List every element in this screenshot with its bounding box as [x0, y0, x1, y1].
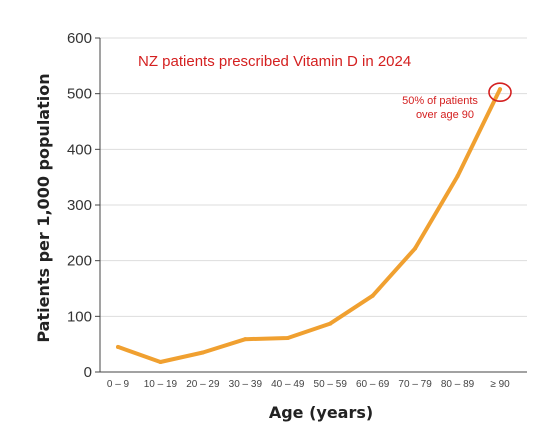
data-point: [370, 293, 375, 298]
y-tick-label: 300: [67, 197, 92, 214]
series-line: [116, 87, 502, 364]
x-tick-label: 50 – 59: [314, 379, 348, 390]
data-point: [328, 321, 333, 326]
y-tick-label: 0: [84, 364, 92, 381]
x-tick-label: 40 – 49: [271, 379, 305, 390]
data-point: [498, 87, 502, 92]
annotation-line-1: 50% of patients: [402, 95, 478, 107]
y-tick-label: 100: [67, 308, 92, 325]
data-point: [285, 336, 290, 341]
x-axis-title: Age (years): [269, 403, 373, 422]
annotation: 50% of patients over age 90: [402, 82, 512, 121]
gridlines: [100, 37, 527, 317]
x-tick-label: 60 – 69: [356, 379, 390, 390]
series-layer: [116, 87, 502, 364]
y-tick-label: 600: [67, 30, 92, 47]
chart-title: NZ patients prescribed Vitamin D in 2024: [138, 53, 411, 70]
y-axis-title: Patients per 1,000 population: [34, 73, 53, 342]
data-point: [200, 350, 205, 355]
axes: [95, 37, 527, 373]
x-tick-label: 30 – 39: [229, 379, 263, 390]
x-tick-label: 20 – 29: [186, 379, 220, 390]
y-tick-label: 200: [67, 253, 92, 270]
annotation-circle: [488, 82, 512, 103]
data-point: [116, 344, 120, 349]
data-point: [158, 359, 163, 364]
y-tick-label: 500: [67, 86, 92, 103]
annotation-line-2: over age 90: [416, 109, 474, 121]
y-tick-label: 400: [67, 141, 92, 158]
x-tick-label: 70 – 79: [398, 379, 432, 390]
x-tick-label: 0 – 9: [107, 379, 130, 390]
y-tick-labels: 0 100 200 300 400 500 600: [67, 30, 92, 381]
x-tick-labels: 0 – 9 10 – 19 20 – 29 30 – 39 40 – 49 50 – 59…: [107, 379, 510, 390]
x-tick-label: ≥ 90: [490, 379, 510, 390]
data-point: [413, 246, 418, 251]
data-point: [243, 337, 248, 342]
x-tick-label: 80 – 89: [441, 379, 475, 390]
data-point: [455, 174, 460, 179]
x-tick-label: 10 – 19: [144, 379, 178, 390]
